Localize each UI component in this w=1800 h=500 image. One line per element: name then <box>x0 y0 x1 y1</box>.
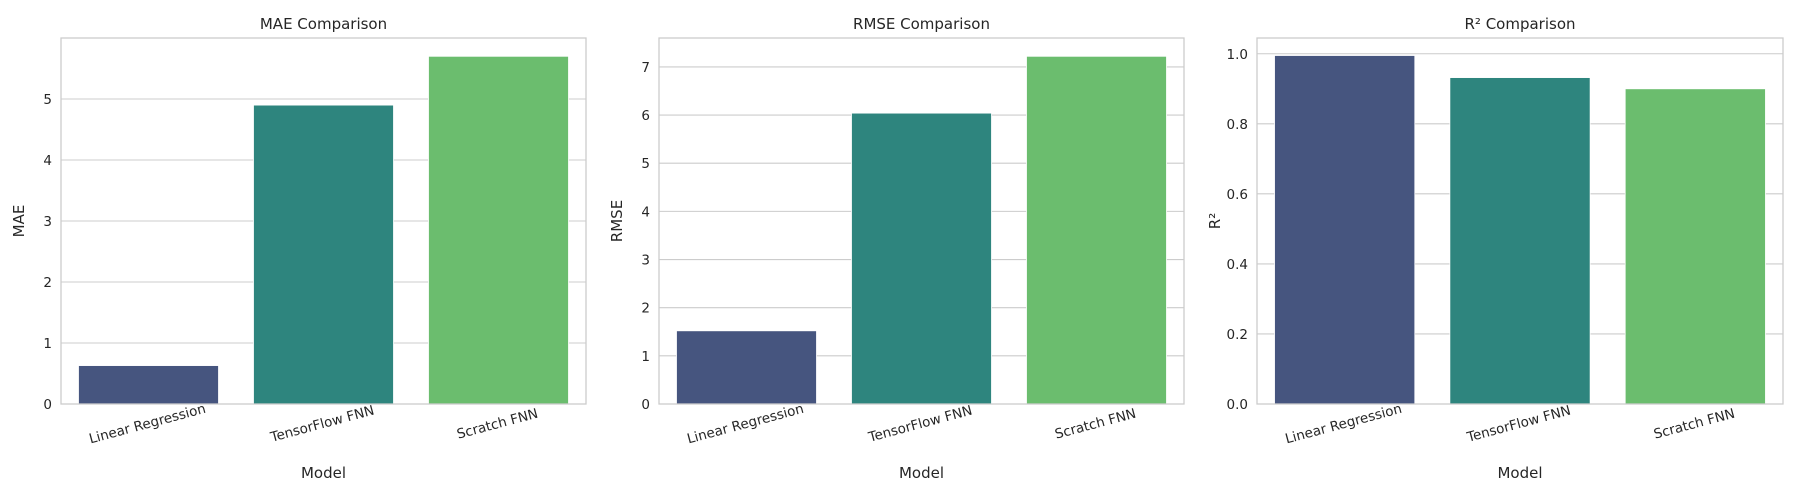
chart-panel-1: 0 1 2 3 4 5 Linear Regression TensorFlow FNN Scr… <box>10 15 587 482</box>
y-tick-label: 3 <box>43 214 52 230</box>
y-tick-label: 1 <box>641 349 650 365</box>
y-tick-label: 0 <box>43 397 52 413</box>
x-tick-label: TensorFlow FNN <box>268 403 376 446</box>
x-tick-label: Scratch FNN <box>1652 406 1737 443</box>
y-tick-label: 0.8 <box>1227 117 1248 133</box>
y-axis-label: R² <box>1206 213 1224 229</box>
x-tick-label: Linear Regression <box>1284 401 1404 448</box>
y-tick-label: 6 <box>641 108 650 124</box>
x-tick-label: Scratch FNN <box>1053 406 1138 443</box>
x-tick-label: Linear Regression <box>685 401 805 448</box>
y-axis-label: RMSE <box>608 200 626 242</box>
x-axis-label: Model <box>301 464 346 482</box>
bar-tensorflow-fnn <box>1449 77 1591 405</box>
x-tick-label: TensorFlow FNN <box>866 403 974 446</box>
x-tick-label: TensorFlow FNN <box>1464 403 1572 446</box>
bar-scratch-fnn <box>1624 88 1766 405</box>
y-tick-label: 1 <box>43 336 52 352</box>
bar-tensorflow-fnn <box>253 104 394 405</box>
x-tick-label: Linear Regression <box>87 401 207 448</box>
y-tick-label: 0.0 <box>1227 397 1248 413</box>
y-tick-label: 0 <box>641 397 650 413</box>
x-axis-label: Model <box>1497 464 1542 482</box>
y-tick-label: 2 <box>641 301 650 317</box>
x-tick-label: Scratch FNN <box>455 406 540 443</box>
bar-linear-regression <box>78 365 219 405</box>
chart-panel-2: 0 1 2 3 4 5 6 7 Linear Regression TensorFlow FNN S… <box>608 15 1185 482</box>
y-tick-label: 0.2 <box>1227 327 1248 343</box>
x-axis-label: Model <box>899 464 944 482</box>
y-tick-label: 4 <box>43 153 52 169</box>
y-tick-label: 0.6 <box>1227 187 1248 203</box>
y-tick-label: 4 <box>641 204 650 220</box>
bar-linear-regression <box>1274 55 1416 405</box>
bar-scratch-fnn <box>1026 55 1167 405</box>
chart-title: MAE Comparison <box>260 15 387 33</box>
y-tick-label: 1.0 <box>1227 47 1248 63</box>
y-tick-label: 5 <box>641 156 650 172</box>
y-tick-label: 5 <box>43 92 52 108</box>
chart-title: RMSE Comparison <box>853 15 990 33</box>
bar-tensorflow-fnn <box>851 112 992 405</box>
plot-frame <box>658 37 1185 405</box>
y-axis-label: MAE <box>10 205 28 238</box>
plot-frame <box>60 37 587 405</box>
y-tick-label: 3 <box>641 253 650 269</box>
chart-title: R² Comparison <box>1464 15 1575 33</box>
bar-linear-regression <box>676 330 817 405</box>
plot-frame <box>1256 37 1784 405</box>
bar-scratch-fnn <box>428 55 569 405</box>
y-tick-label: 2 <box>43 275 52 291</box>
y-tick-label: 0.4 <box>1227 257 1248 273</box>
y-tick-label: 7 <box>641 60 650 76</box>
chart-panel-3: 0.0 0.2 0.4 0.6 0.8 1.0 Linear Regression Tenso… <box>1206 15 1784 482</box>
